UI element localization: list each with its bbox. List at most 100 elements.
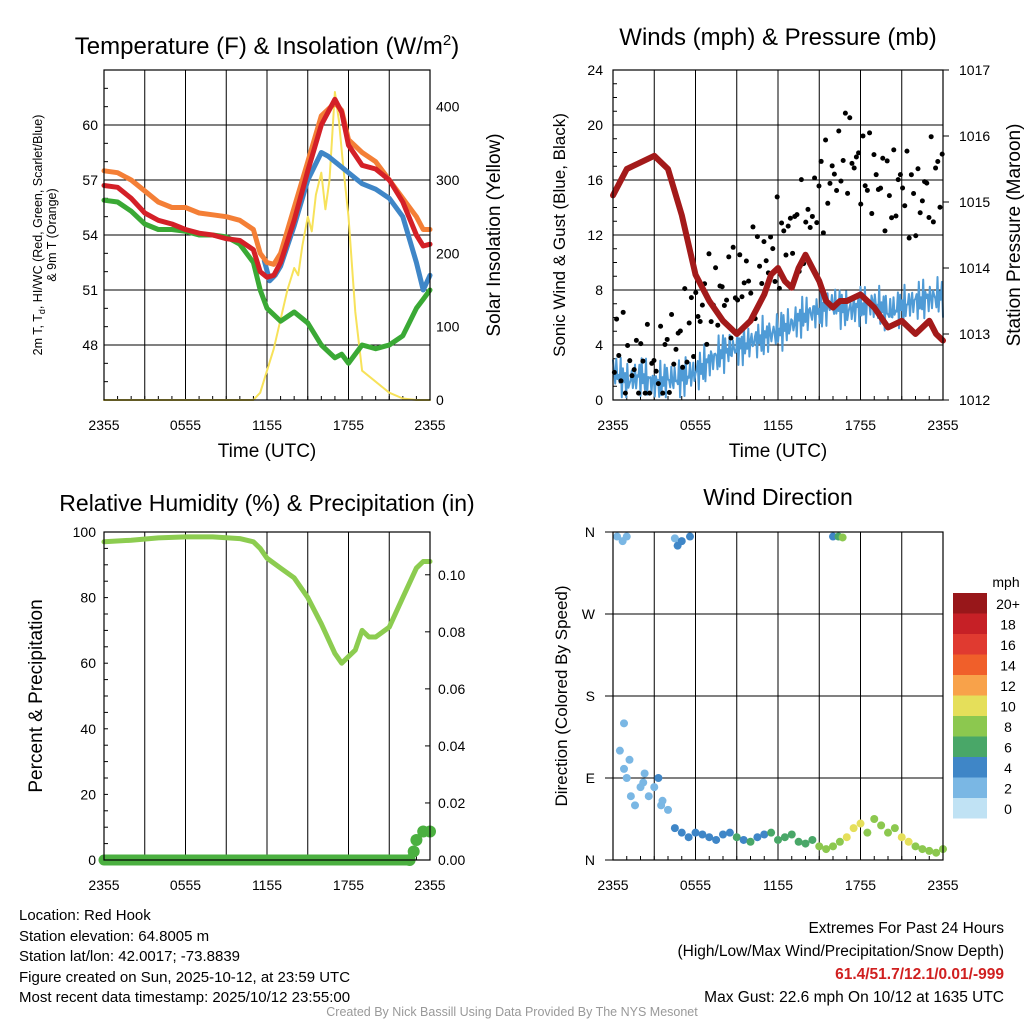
colorbar-swatch bbox=[953, 613, 987, 634]
direction-point bbox=[739, 835, 748, 844]
colorbar-label: 6 bbox=[1004, 740, 1012, 756]
gust-point bbox=[763, 258, 769, 264]
y-tick-label: 0 bbox=[595, 392, 603, 408]
y-tick-label: 40 bbox=[80, 721, 96, 737]
gust-point bbox=[862, 183, 868, 189]
gust-point bbox=[660, 390, 666, 396]
colorbar-label: 4 bbox=[1004, 760, 1012, 776]
gust-point bbox=[631, 367, 637, 373]
direction-point bbox=[644, 792, 653, 801]
y-tick-label: 0 bbox=[88, 852, 96, 868]
gust-point bbox=[653, 368, 659, 374]
gust-point bbox=[807, 224, 813, 230]
gust-point bbox=[889, 215, 895, 221]
y2-tick-label: 300 bbox=[436, 172, 460, 188]
colorbar-swatch bbox=[953, 777, 987, 798]
y-tick-label: W bbox=[582, 606, 596, 622]
gust-point bbox=[884, 158, 890, 164]
gust-point bbox=[677, 328, 683, 334]
gust-point bbox=[774, 194, 780, 200]
gust-point bbox=[838, 178, 844, 184]
solar-insolation-line bbox=[103, 91, 431, 401]
gust-point bbox=[686, 320, 692, 326]
gust-point bbox=[919, 198, 925, 204]
gust-point bbox=[695, 313, 701, 319]
gust-point bbox=[836, 128, 842, 134]
gust-point bbox=[911, 190, 917, 196]
gust-point bbox=[924, 180, 930, 186]
colorbar-label: 8 bbox=[1004, 719, 1012, 735]
y2-tick-label: 0.04 bbox=[438, 738, 465, 754]
direction-point bbox=[615, 746, 624, 755]
direction-point bbox=[753, 833, 762, 842]
direction-point bbox=[622, 774, 631, 782]
gust-point bbox=[776, 285, 782, 291]
gust-point bbox=[730, 244, 736, 250]
y2-axis-label: Solar Insolation (Yellow) bbox=[484, 133, 505, 336]
gust-point bbox=[770, 246, 776, 252]
gust-point bbox=[666, 390, 672, 396]
gust-point bbox=[741, 280, 747, 286]
gust-point bbox=[748, 290, 754, 296]
gust-point bbox=[781, 228, 787, 234]
gust-point bbox=[851, 165, 857, 171]
direction-point bbox=[719, 830, 727, 839]
y-label-part: 2m T, T bbox=[31, 314, 45, 356]
gust-point bbox=[640, 358, 646, 364]
gust-point bbox=[735, 297, 741, 303]
gust-point bbox=[871, 152, 877, 158]
gust-point bbox=[625, 342, 631, 348]
gust-point bbox=[882, 228, 888, 234]
colorbar-swatch bbox=[953, 757, 987, 778]
y2-tick-label: 200 bbox=[436, 245, 460, 261]
station-info: Location: Red Hook Station elevation: 64… bbox=[19, 906, 350, 1009]
extremes-title: Extremes For Past 24 Hours bbox=[808, 920, 1004, 937]
x-tick-label: 1155 bbox=[763, 877, 793, 893]
max-gust: Max Gust: 22.6 mph On 10/12 at 1635 UTC bbox=[704, 989, 1004, 1006]
gust-point bbox=[939, 151, 945, 157]
gust-point bbox=[721, 302, 727, 308]
gust-point bbox=[684, 359, 690, 365]
direction-point bbox=[657, 801, 666, 810]
x-tick-label: 0555 bbox=[170, 877, 201, 893]
direction-point bbox=[838, 533, 847, 542]
y-tick-label: 20 bbox=[80, 786, 96, 802]
gust-point bbox=[820, 230, 826, 236]
gust-point bbox=[779, 220, 785, 226]
y-tick-label: 60 bbox=[80, 655, 96, 671]
x-tick-label: 2355 bbox=[414, 417, 445, 433]
gust-point bbox=[856, 150, 862, 156]
chart-title: Temperature (F) & Insolation (W/m2) bbox=[75, 32, 459, 60]
x-tick-label: 1155 bbox=[252, 877, 282, 893]
colorbar-label: 16 bbox=[1000, 637, 1016, 653]
temp-9m-line bbox=[101, 100, 433, 267]
gust-point bbox=[719, 284, 725, 290]
direction-point bbox=[732, 833, 741, 842]
gust-point bbox=[893, 213, 899, 219]
y2-tick-label: 0.00 bbox=[438, 852, 465, 868]
gust-point bbox=[671, 361, 677, 367]
direction-point bbox=[925, 846, 934, 855]
gust-point bbox=[787, 215, 793, 221]
gust-point bbox=[798, 177, 804, 183]
direction-point bbox=[918, 845, 927, 854]
gust-point bbox=[891, 147, 897, 153]
gust-point bbox=[847, 115, 853, 121]
y2-tick-label: 0.10 bbox=[438, 567, 465, 583]
gust-point bbox=[655, 381, 661, 387]
direction-point bbox=[670, 534, 679, 543]
gust-point bbox=[708, 319, 714, 325]
gust-point bbox=[673, 346, 679, 352]
gust-point bbox=[669, 311, 675, 317]
chart-title: Winds (mph) & Pressure (mb) bbox=[619, 24, 936, 51]
direction-point bbox=[677, 537, 686, 546]
x-tick-label: 1155 bbox=[252, 417, 282, 433]
colorbar-label: 18 bbox=[1000, 617, 1016, 633]
direction-point bbox=[620, 719, 628, 728]
direction-point bbox=[613, 532, 622, 541]
gust-point bbox=[904, 148, 910, 154]
gust-point bbox=[662, 341, 668, 347]
gust-point bbox=[849, 160, 855, 166]
rh-line bbox=[101, 534, 433, 666]
gust-point bbox=[638, 341, 644, 347]
